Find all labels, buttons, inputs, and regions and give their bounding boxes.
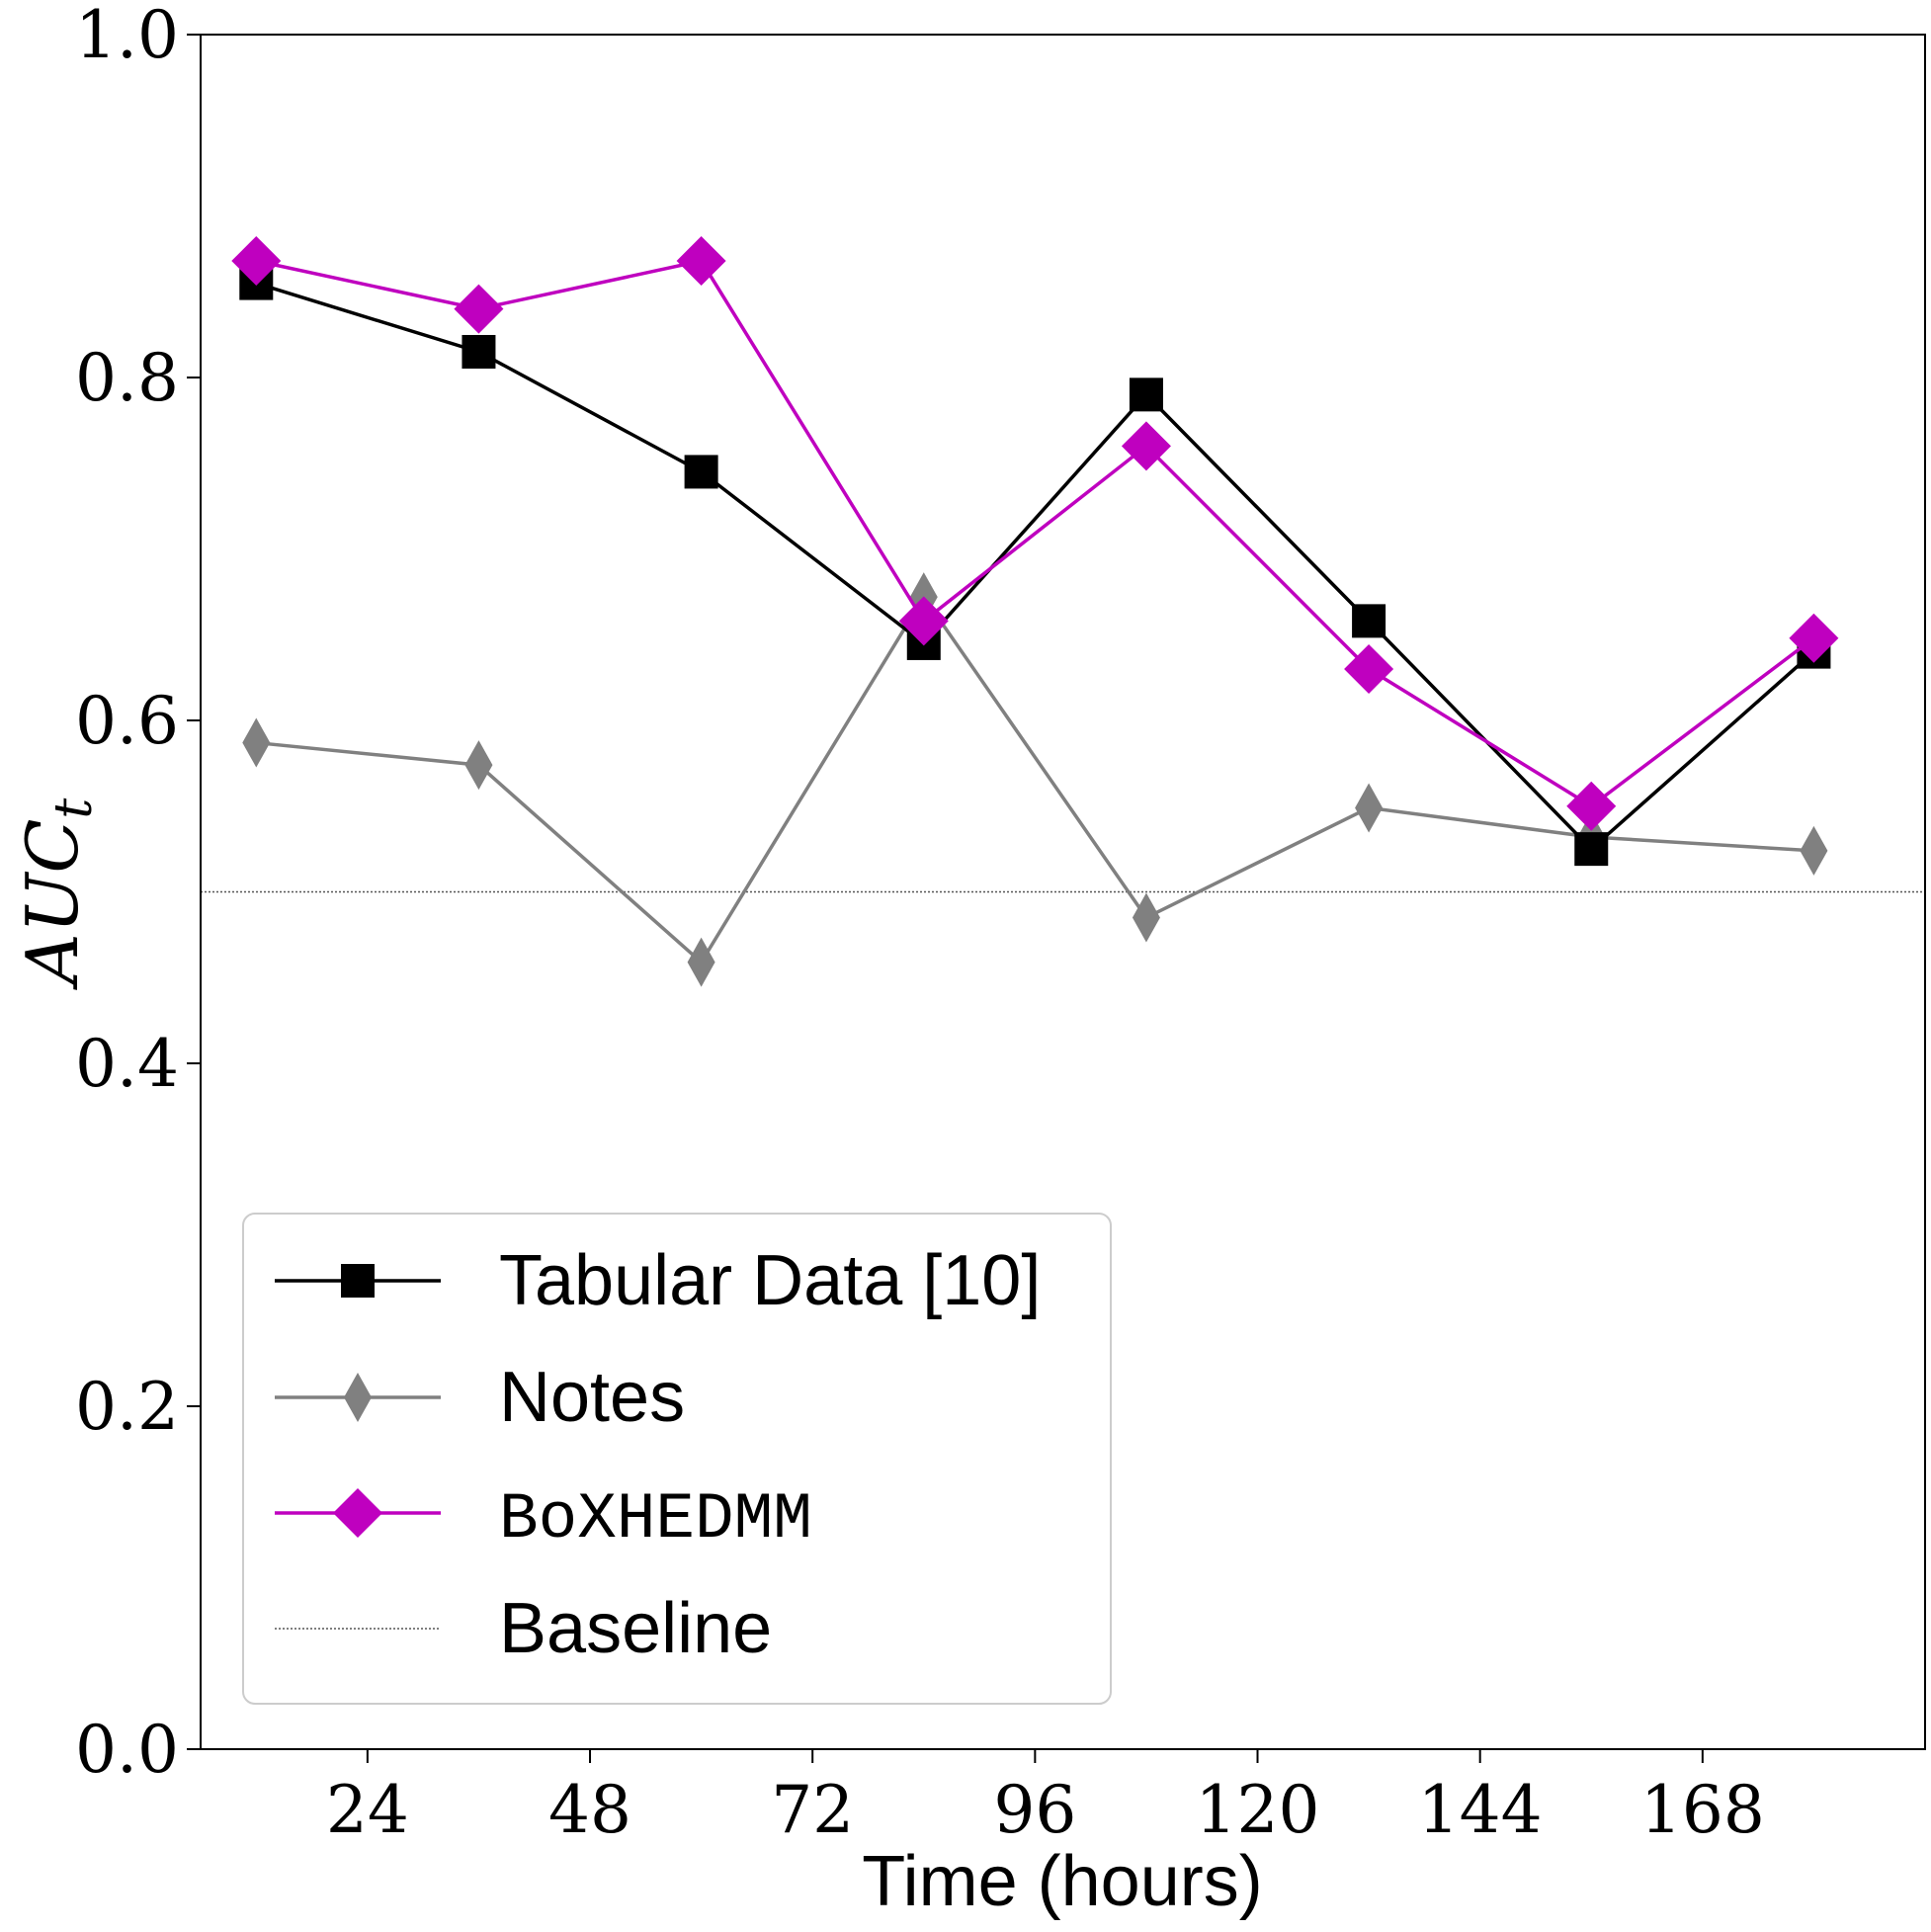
data-point-boxhedmm [898, 596, 949, 646]
series-boxhedmm [231, 236, 1839, 831]
x-ticks: 24 48 72 96 120 144 168 [326, 1749, 1765, 1848]
x-tick-label: 24 [326, 1772, 409, 1848]
legend: Tabular Data [10] Notes BoXHEDMM Baseline [242, 1213, 1112, 1705]
legend-label-baseline: Baseline [499, 1589, 772, 1668]
y-tick-label: 1.0 [75, 0, 179, 73]
legend-label-tabular: Tabular Data [10] [499, 1241, 1041, 1320]
x-tick-label: 96 [993, 1772, 1076, 1848]
legend-marker-boxhedmm [333, 1488, 382, 1538]
data-point-notes [687, 937, 715, 987]
x-axis-label: Time (hours) [862, 1842, 1262, 1921]
data-point-boxhedmm [1121, 421, 1171, 471]
y-axis-label: AUCt [11, 798, 104, 991]
plot-area-frame [200, 34, 1926, 1750]
data-point-boxhedmm [1344, 643, 1394, 694]
legend-entry-boxhedmm: BoXHEDMM [275, 1482, 812, 1556]
y-axis-label-main: AUC [11, 819, 94, 991]
legend-frame [242, 1213, 1112, 1705]
series-line-notes [256, 593, 1814, 966]
data-point-tabular [684, 455, 718, 489]
data-point-notes [242, 717, 271, 768]
legend-label-boxhedmm: BoXHEDMM [499, 1482, 812, 1556]
x-tick-label: 120 [1196, 1772, 1320, 1848]
y-tick-label: 0.2 [75, 1369, 179, 1445]
series-line-boxhedmm [255, 259, 1815, 808]
y-tick-label: 0.0 [75, 1712, 179, 1788]
legend-marker-notes [344, 1373, 372, 1422]
y-axis-label-subscript: t [44, 798, 104, 819]
y-tick-label: 0.6 [75, 683, 179, 759]
data-point-tabular [1574, 832, 1609, 867]
data-point-boxhedmm [454, 284, 504, 334]
legend-entries: Tabular Data [10] Notes BoXHEDMM Baseline [275, 1241, 1041, 1668]
y-tick-label: 0.4 [75, 1026, 179, 1102]
data-point-notes [1800, 825, 1828, 876]
legend-marker-tabular [341, 1264, 375, 1298]
data-point-notes [464, 740, 493, 791]
data-point-notes [1355, 783, 1384, 833]
data-point-tabular [1352, 604, 1386, 638]
data-point-tabular [462, 334, 496, 369]
legend-entry-tabular: Tabular Data [10] [275, 1241, 1041, 1320]
data-point-boxhedmm [676, 236, 726, 287]
x-tick-label: 168 [1640, 1772, 1765, 1848]
series-layer [231, 236, 1839, 987]
y-ticks: 0.0 0.2 0.4 0.6 0.8 1.0 [75, 0, 201, 1788]
data-point-boxhedmm [1566, 781, 1617, 831]
data-point-tabular [1129, 378, 1163, 412]
legend-entry-baseline: Baseline [275, 1589, 772, 1668]
data-point-notes [1132, 892, 1160, 943]
x-tick-label: 48 [548, 1772, 631, 1848]
series-notes [242, 572, 1828, 987]
data-point-boxhedmm [231, 236, 282, 287]
x-tick-label: 144 [1418, 1772, 1543, 1848]
series-line-tabular [255, 281, 1815, 852]
x-tick-label: 72 [771, 1772, 854, 1848]
data-point-boxhedmm [1789, 613, 1839, 663]
legend-entry-notes: Notes [275, 1358, 685, 1437]
legend-label-notes: Notes [499, 1358, 685, 1437]
y-tick-label: 0.8 [75, 340, 179, 416]
